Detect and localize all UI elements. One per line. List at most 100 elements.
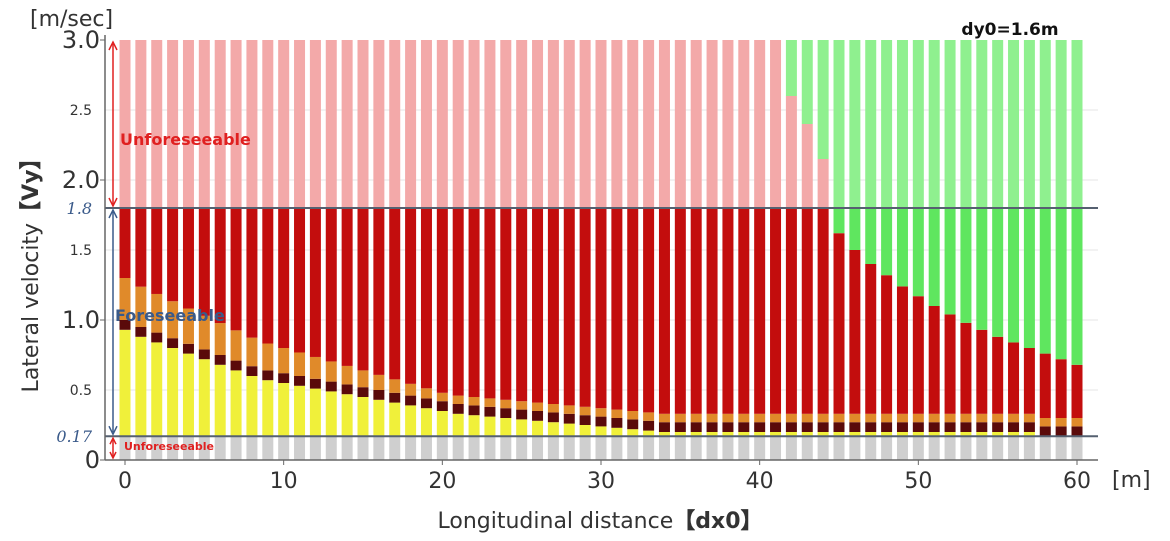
bar-segment-collision: [912, 296, 924, 414]
bar-segment-yellow: [960, 432, 972, 437]
bar-segment-yellow: [722, 432, 734, 437]
bar-segment-orange: [595, 408, 607, 417]
bar-segment-collision: [278, 208, 290, 348]
bar-segment-yellow: [611, 427, 623, 437]
bar-segment-unforeseeable-low: [928, 436, 940, 460]
bar-segment-orange: [294, 352, 306, 376]
bar-segment-dark: [674, 422, 686, 432]
bar-column: [119, 40, 131, 460]
bar-column: [484, 40, 496, 460]
bar-column: [357, 40, 369, 460]
bar-column: [230, 40, 242, 460]
x-axis-unit: [m]: [1112, 468, 1151, 493]
bar-segment-collision: [817, 208, 829, 414]
bar-segment-unforeseeable-high: [579, 40, 591, 208]
bar-segment-collision: [865, 264, 877, 414]
threshold-label: 0.17: [56, 427, 92, 446]
bar-segment-dark: [151, 332, 163, 343]
bar-segment-orange: [246, 337, 258, 367]
bar-segment-dark: [405, 395, 417, 406]
bar-segment-unforeseeable-low: [135, 436, 147, 460]
bar-segment-yellow: [532, 420, 544, 437]
bar-segment-unforeseeable-high: [230, 40, 242, 208]
bar-segment-dark: [643, 420, 655, 431]
bar-segment-dark: [182, 343, 194, 354]
bar-segment-unforeseeable-low: [579, 436, 591, 460]
bar-segment-orange: [896, 413, 908, 423]
bar-segment-yellow: [770, 432, 782, 437]
bar-segment-dark: [817, 422, 829, 432]
bar-segment-collision: [1039, 353, 1051, 418]
bar-segment-safe-high: [1055, 40, 1067, 208]
bar-segment-dark: [865, 422, 877, 432]
bar-segment-collision: [992, 336, 1004, 414]
bar-segment-orange: [532, 402, 544, 411]
bar-segment-unforeseeable-low: [119, 436, 131, 460]
bar-segment-collision: [1008, 342, 1020, 414]
bar-segment-unforeseeable-low: [341, 436, 353, 460]
bar-segment-dark: [325, 381, 337, 392]
bar-segment-dark: [722, 422, 734, 432]
bar-segment-orange: [944, 413, 956, 423]
bar-segment-unforeseeable-high: [341, 40, 353, 208]
bar-segment-safe-high: [912, 40, 924, 208]
bar-segment-yellow: [420, 408, 432, 437]
bar-segment-unforeseeable-high: [246, 40, 258, 208]
bar-segment-yellow: [1023, 432, 1035, 437]
bar-segment-orange: [405, 383, 417, 396]
bar-segment-safe: [1055, 208, 1067, 360]
bar-segment-yellow: [468, 415, 480, 437]
bar-segment-dark: [833, 422, 845, 432]
bar-segment-orange: [1023, 413, 1035, 423]
bar-segment-yellow: [595, 426, 607, 437]
bar-segment-collision: [309, 208, 321, 357]
bar-segment-collision: [230, 208, 242, 331]
bar-segment-dark: [976, 422, 988, 432]
bar-segment-orange: [389, 379, 401, 393]
bar-segment-dark: [960, 422, 972, 432]
bar-segment-collision: [452, 208, 464, 396]
bar-segment-orange: [992, 413, 1004, 423]
bar-segment-yellow: [643, 430, 655, 437]
bar-segment-dark: [992, 422, 1004, 432]
bar-column: [1023, 40, 1035, 460]
bar-segment-unforeseeable-high: [801, 124, 813, 208]
bar-segment-unforeseeable-low: [611, 436, 623, 460]
bar-segment-safe-high: [896, 40, 908, 208]
bar-column: [214, 40, 226, 460]
bar-segment-safe-high: [960, 40, 972, 208]
bar-segment-orange: [500, 399, 512, 409]
bar-segment-yellow: [151, 342, 163, 437]
bar-segment-orange: [865, 413, 877, 423]
region-label-middle: Foreseeable: [115, 306, 225, 325]
bar-segment-collision: [547, 208, 559, 404]
bar-segment-unforeseeable-low: [1023, 436, 1035, 460]
bar-segment-yellow: [881, 432, 893, 437]
bar-segment-unforeseeable-high: [690, 40, 702, 208]
bar-column: [198, 40, 210, 460]
bar-segment-unforeseeable-high: [770, 40, 782, 208]
bar-segment-unforeseeable-low: [500, 436, 512, 460]
bar-column: [690, 40, 702, 460]
bar-column: [754, 40, 766, 460]
bar-segment-dark: [167, 338, 179, 348]
bar-segment-safe-high: [1023, 40, 1035, 208]
bar-segment-dark: [516, 409, 528, 420]
bar-segment-safe: [1008, 208, 1020, 343]
bar-segment-safe: [912, 208, 924, 297]
bar-segment-collision: [770, 208, 782, 414]
bar-segment-safe: [976, 208, 988, 330]
bar-segment-yellow: [928, 432, 940, 437]
bar-column: [1039, 40, 1051, 460]
bar-column: [833, 40, 845, 460]
bar-segment-collision: [849, 250, 861, 414]
bar-segment-collision: [801, 208, 813, 414]
bar-segment-safe-high: [976, 40, 988, 208]
bar-segment-safe-high: [785, 40, 797, 96]
bar-segment-unforeseeable-low: [785, 436, 797, 460]
bar-segment-safe: [960, 208, 972, 323]
bar-segment-collision: [389, 208, 401, 380]
bar-segment-collision: [151, 208, 163, 294]
bar-segment-dark: [373, 390, 385, 400]
bar-segment-unforeseeable-high: [500, 40, 512, 208]
